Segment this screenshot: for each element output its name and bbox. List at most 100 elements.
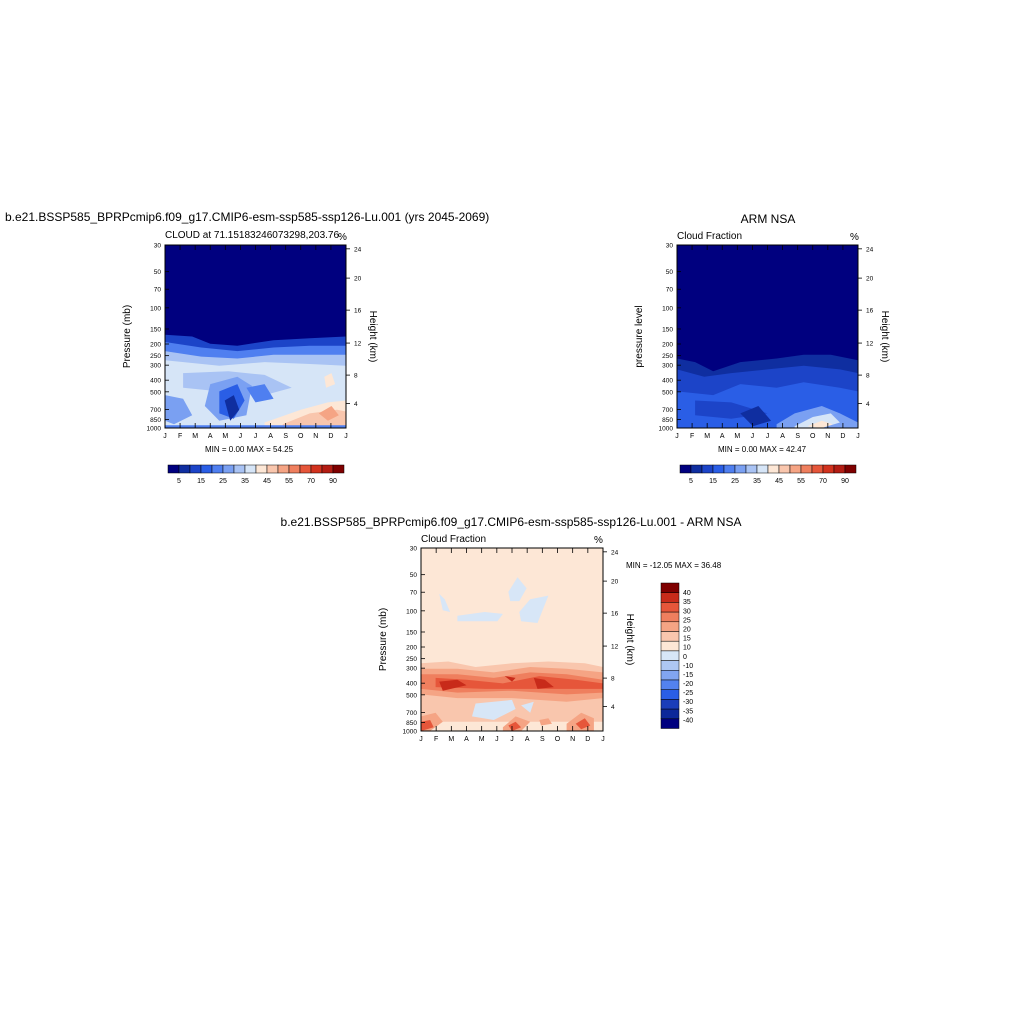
contour-region [246,384,274,403]
y-tick-label: 30 [666,243,674,250]
x-tick-label: J [344,433,348,440]
colorbar-cell [745,464,758,474]
panel3-title: b.e21.BSSP585_BPRPcmip6.f09_g17.CMIP6-es… [280,515,742,529]
colorbar-cell [660,670,680,681]
y-tick-label: 50 [154,269,162,276]
colorbar-cell [255,464,268,474]
colorbar-label: -20 [683,681,693,688]
y-tick-label: 200 [662,342,673,349]
colorbar-label: 15 [709,478,717,485]
contour-region [504,676,516,682]
y-tick-label: 400 [406,681,417,688]
colorbar-cell [660,660,680,671]
plot-area: J F M A M J J A S O N D J 30 50 70 100 150 200 250 300 400 500… [634,243,890,441]
y-tick-label: 850 [150,417,161,424]
colorbar-label: -10 [683,663,693,670]
y-tick-label: 850 [406,720,417,727]
colorbar-label: 55 [797,478,805,485]
colorbar-label: 30 [683,608,691,615]
colorbar-label: 35 [753,478,761,485]
panel2-unit-label: % [850,232,859,243]
x-tick-label: J [510,736,514,743]
y-tick-label: 50 [410,572,418,579]
contour-region [521,701,534,713]
colorbar-cell [767,464,780,474]
y-axis-label-right: Height (km) [624,614,635,666]
height-tick-label: 16 [866,308,874,315]
colorbar-cell [660,582,680,593]
colorbar-cell [734,464,747,474]
colorbar-cell [332,464,345,474]
colorbar-cell [167,464,180,474]
height-tick-label: 24 [354,246,362,253]
x-tick-label: D [585,736,590,743]
y-tick-label: 100 [662,305,673,312]
x-tick-label: O [810,433,816,440]
y-tick-label: 500 [150,389,161,396]
y-tick-label: 700 [662,407,673,414]
panel1-unit-label: % [338,232,347,243]
y-tick-label: 150 [150,326,161,333]
colorbar-cell [660,679,680,690]
colorbar-label: 20 [683,626,691,633]
x-tick-label: J [419,736,423,743]
colorbar-label: 0 [683,654,687,661]
y-tick-label: 700 [150,407,161,414]
colorbar-label: -25 [683,690,693,697]
colorbar-cell [178,464,191,474]
height-tick-label: 20 [611,579,619,586]
contour-region [435,676,603,689]
y-tick-label: 70 [154,287,162,294]
y-tick-label: 30 [154,243,162,250]
colorbar-cell [660,689,680,700]
x-tick-label: M [448,736,454,743]
x-tick-label: N [570,736,575,743]
colorbar-cell [800,464,813,474]
contour-region [508,577,527,602]
plot-area: J F M A M J J A S O N D J 30 50 70 100 150 200 250 300 400 500… [122,243,378,441]
panel2-title: ARM NSA [740,212,796,226]
x-tick-label: J [601,736,605,743]
colorbar-label: -15 [683,672,693,679]
x-tick-label: J [766,433,770,440]
y-tick-label: 400 [662,378,673,385]
colorbar-cell [723,464,736,474]
contour-region [165,395,193,425]
height-tick-label: 8 [611,676,615,683]
x-tick-label: D [840,433,845,440]
x-tick-label: M [192,433,198,440]
colorbar-cell [844,464,857,474]
colorbar-cell [211,464,224,474]
colorbar-cell [660,611,680,623]
colorbar-label: 25 [219,478,227,485]
y-tick-label: 100 [150,305,161,312]
contour-region [457,612,503,622]
colorbar-cell [660,592,680,603]
x-tick-label: F [434,736,438,743]
x-tick-label: A [720,433,725,440]
panel2-contour-plot: J F M A M J J A S O N D J 30 50 70 100 150 200 250 300 400 500… [634,243,890,486]
colorbar-cell [660,631,680,642]
x-tick-label: A [208,433,213,440]
colorbar-label: 35 [241,478,249,485]
x-tick-label: A [780,433,785,440]
panel1-left-label: CLOUD at 71.15183246073298,203.76 [165,230,340,241]
colorbar-cell [822,464,835,474]
colorbar-cell [660,650,680,661]
colorbar-label: 15 [683,636,691,643]
contour-region [539,718,552,726]
y-tick-label: 150 [406,629,417,636]
height-tick-label: 20 [354,276,362,283]
panel3-minmax: MIN = -12.05 MAX = 36.48 [626,561,722,570]
x-tick-label: N [313,433,318,440]
colorbar-cell [233,464,246,474]
y-tick-label: 250 [406,656,417,663]
x-tick-label: J [254,433,258,440]
colorbar-cell [712,464,725,474]
colorbar-label: 40 [683,590,691,597]
height-tick-label: 24 [866,246,874,253]
colorbar-cell [756,464,769,474]
y-tick-label: 1000 [403,729,418,736]
colorbar-label: 35 [683,599,691,606]
colorbar-label: 45 [263,478,271,485]
